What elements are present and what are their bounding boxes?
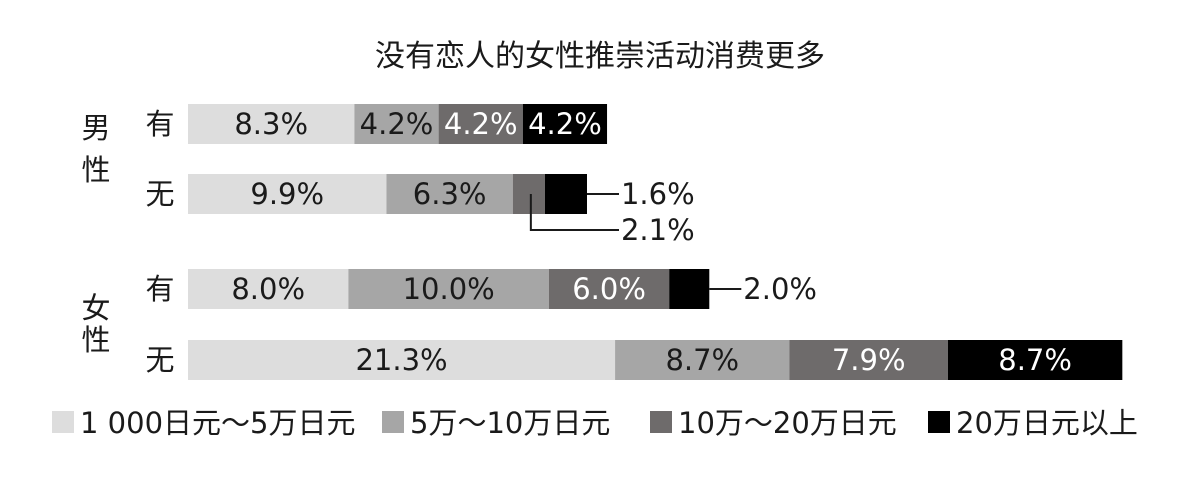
bar-segment — [544, 174, 587, 214]
bar-segment — [669, 269, 710, 309]
data-label: 6.0% — [572, 272, 646, 306]
legend-label: 20万日元以上 — [956, 406, 1138, 440]
legend-swatch — [928, 411, 950, 433]
bar-segment — [615, 340, 790, 380]
legend-label: 1 000日元～5万日元 — [80, 406, 355, 440]
data-label: 21.3% — [355, 343, 447, 377]
legend-label: 10万～20万日元 — [678, 406, 897, 440]
legend-label: 5万～10万日元 — [410, 406, 610, 440]
data-label: 8.3% — [234, 107, 308, 141]
data-label: 7.9% — [832, 343, 906, 377]
legend: 1 000日元～5万日元 5万～10万日元 10万～20万日元 20万日元以上 — [52, 406, 1138, 440]
data-label: 2.0% — [743, 272, 817, 306]
bar-segment — [348, 269, 549, 309]
group-label: 男 — [81, 111, 110, 145]
bar-segment — [522, 104, 608, 144]
bar-segment — [354, 104, 439, 144]
data-label: 8.0% — [231, 272, 305, 306]
bar-segment — [789, 340, 948, 380]
legend-swatch — [382, 411, 404, 433]
data-label: 8.7% — [998, 343, 1072, 377]
row-label: 无 — [145, 177, 174, 211]
data-label: 4.2% — [528, 107, 602, 141]
data-label: 2.1% — [621, 213, 695, 247]
data-label: 9.9% — [250, 177, 324, 211]
bar-segment — [188, 174, 387, 214]
group-label: 女 — [81, 291, 110, 325]
data-label: 1.6% — [621, 177, 695, 211]
data-label: 10.0% — [403, 272, 495, 306]
bar-segment — [386, 174, 513, 214]
row-label: 有 — [145, 272, 174, 306]
bar-segment — [438, 104, 523, 144]
bar-segment — [188, 340, 616, 380]
leader-line — [529, 194, 619, 231]
data-label: 4.2% — [444, 107, 518, 141]
data-label: 4.2% — [360, 107, 434, 141]
group-label: 性 — [81, 153, 110, 187]
bar-segment — [188, 104, 355, 144]
bar-segment — [188, 269, 349, 309]
bar-segment — [512, 174, 545, 214]
data-label: 8.7% — [665, 343, 739, 377]
chart-title: 没有恋人的女性推崇活动消费更多 — [375, 39, 825, 74]
bar-segment — [548, 269, 670, 309]
group-label: 性 — [81, 323, 110, 357]
legend-swatch — [650, 411, 672, 433]
data-label: 6.3% — [413, 177, 487, 211]
legend-swatch — [52, 411, 74, 433]
bar-segment — [947, 340, 1123, 380]
row-label: 无 — [145, 343, 174, 377]
row-label: 有 — [145, 107, 174, 141]
